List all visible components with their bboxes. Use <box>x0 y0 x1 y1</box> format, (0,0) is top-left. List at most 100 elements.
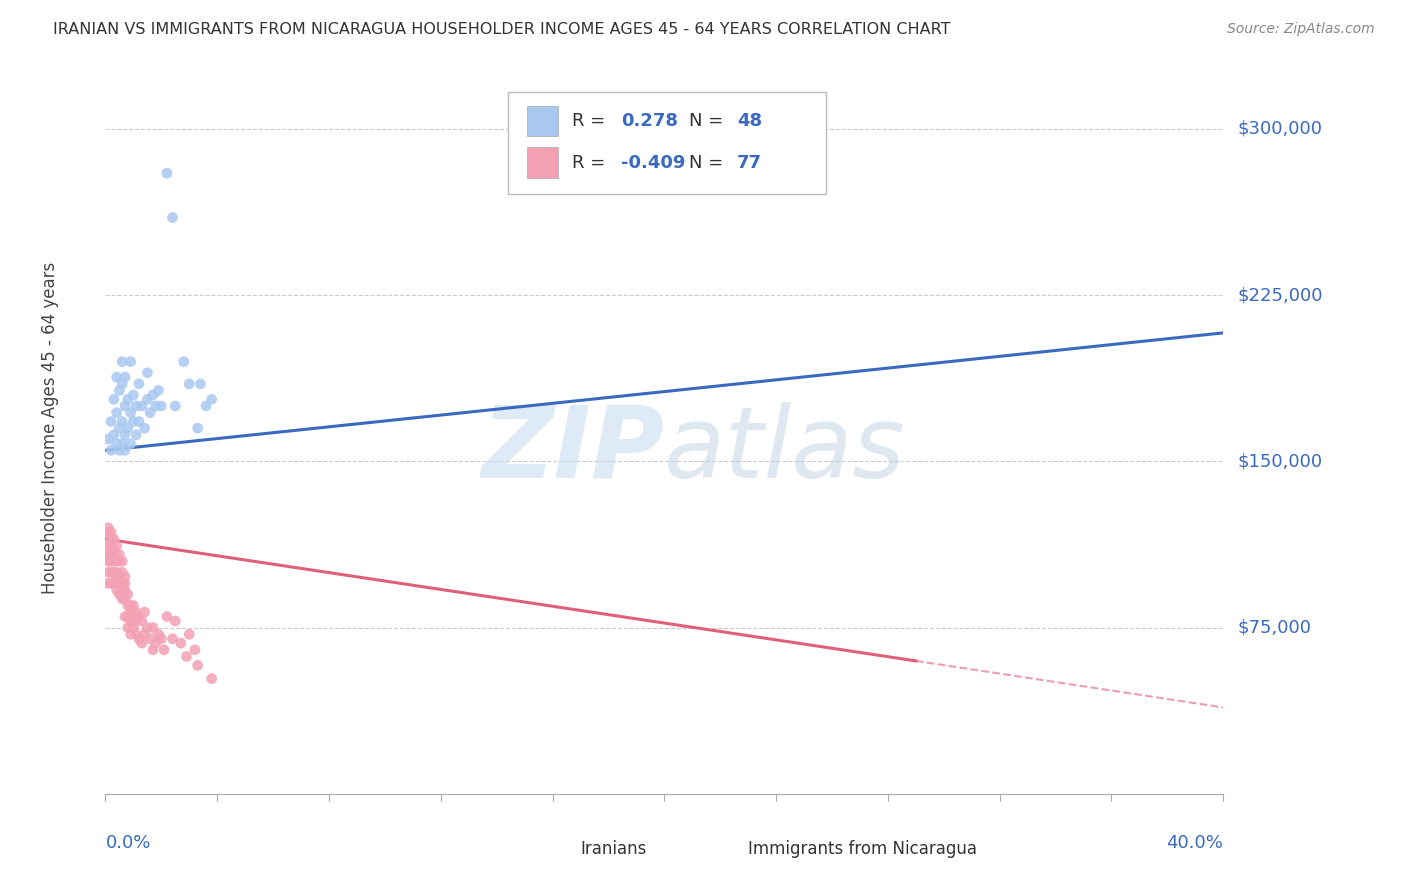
Point <box>103 392 125 407</box>
Point <box>103 554 125 568</box>
Point <box>136 621 159 635</box>
Point <box>120 599 142 613</box>
Point <box>139 406 162 420</box>
Point <box>114 569 136 583</box>
Point <box>111 591 134 606</box>
Point <box>179 627 201 641</box>
Point <box>100 532 122 546</box>
Point <box>97 566 120 580</box>
Text: 0.278: 0.278 <box>620 112 678 130</box>
Point <box>125 614 148 628</box>
Point <box>131 636 153 650</box>
Point <box>187 658 209 673</box>
Text: N =: N = <box>689 112 723 130</box>
Point <box>97 539 120 553</box>
Point <box>176 649 198 664</box>
FancyBboxPatch shape <box>527 147 558 178</box>
Point <box>134 627 156 641</box>
Point <box>105 566 128 580</box>
Point <box>142 388 165 402</box>
Point <box>125 605 148 619</box>
Point <box>131 399 153 413</box>
Point <box>108 587 131 601</box>
FancyBboxPatch shape <box>714 838 740 862</box>
Point <box>184 642 207 657</box>
Point <box>117 621 139 635</box>
Point <box>134 605 156 619</box>
Point <box>111 576 134 591</box>
Point <box>122 599 145 613</box>
Point <box>187 421 209 435</box>
Text: 40.0%: 40.0% <box>1167 834 1223 852</box>
Point <box>136 392 159 407</box>
Point <box>145 636 167 650</box>
Point <box>97 525 120 540</box>
Point <box>122 609 145 624</box>
Text: -0.409: -0.409 <box>620 153 685 171</box>
Point <box>195 399 218 413</box>
Point <box>105 554 128 568</box>
Point <box>117 587 139 601</box>
Point <box>120 614 142 628</box>
Text: R =: R = <box>572 112 605 130</box>
Point <box>136 366 159 380</box>
Point <box>111 436 134 450</box>
Point <box>142 621 165 635</box>
Point <box>117 392 139 407</box>
Point <box>120 627 142 641</box>
Point <box>105 582 128 597</box>
Point <box>150 632 173 646</box>
Point <box>111 554 134 568</box>
Point <box>128 376 150 391</box>
Point <box>201 392 224 407</box>
Point <box>201 672 224 686</box>
Point <box>105 406 128 420</box>
Text: N =: N = <box>689 153 723 171</box>
Point <box>100 554 122 568</box>
Text: $150,000: $150,000 <box>1237 452 1322 470</box>
Point <box>103 427 125 442</box>
Text: R =: R = <box>572 153 605 171</box>
Point <box>111 376 134 391</box>
Point <box>117 599 139 613</box>
Text: $225,000: $225,000 <box>1237 286 1323 304</box>
Point <box>105 436 128 450</box>
Point <box>97 432 120 446</box>
Point <box>108 576 131 591</box>
Point <box>108 569 131 583</box>
Point <box>114 576 136 591</box>
Point <box>190 376 212 391</box>
Point <box>100 566 122 580</box>
Point <box>114 591 136 606</box>
Text: Source: ZipAtlas.com: Source: ZipAtlas.com <box>1227 22 1375 37</box>
Point <box>117 609 139 624</box>
Point <box>114 399 136 413</box>
Point <box>122 621 145 635</box>
Point <box>162 211 184 225</box>
Point <box>103 576 125 591</box>
Point <box>142 642 165 657</box>
Point <box>100 525 122 540</box>
Point <box>114 443 136 458</box>
Point <box>100 576 122 591</box>
Point <box>122 388 145 402</box>
Point <box>170 636 193 650</box>
Point <box>97 554 120 568</box>
Point <box>108 421 131 435</box>
Point <box>103 543 125 558</box>
Point <box>114 370 136 384</box>
Point <box>100 443 122 458</box>
Point <box>105 539 128 553</box>
Point <box>114 582 136 597</box>
Point <box>153 642 176 657</box>
Point <box>125 627 148 641</box>
Point <box>100 548 122 562</box>
Point <box>179 376 201 391</box>
Point <box>111 582 134 597</box>
Point <box>122 415 145 429</box>
Point <box>165 614 187 628</box>
Point <box>108 443 131 458</box>
Point <box>114 427 136 442</box>
Point <box>103 566 125 580</box>
Point <box>125 427 148 442</box>
